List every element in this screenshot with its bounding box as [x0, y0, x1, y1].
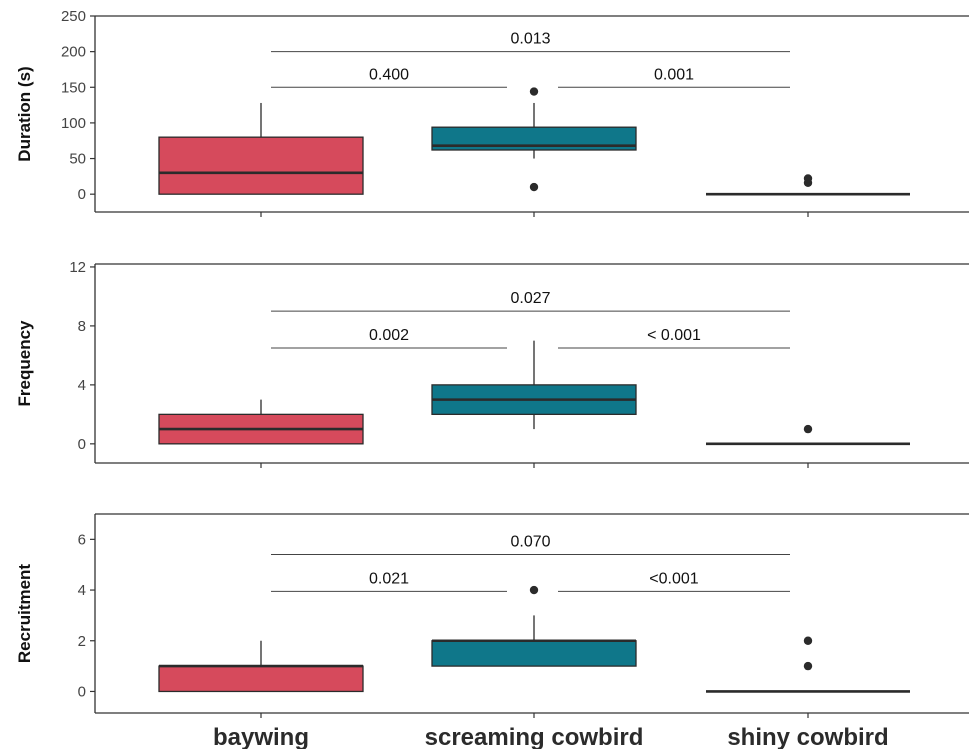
y-tick-label: 2	[78, 633, 86, 650]
y-tick-label: 0	[78, 186, 86, 203]
panel-duration: 0 50 100 150 200 250 Duration (s) 0.013 0.400 0.0…	[15, 8, 969, 217]
panel-frequency: 0 4 8 12 Frequency 0.027 0.002 < 0.001	[15, 259, 969, 468]
y-axis-label: Duration (s)	[15, 66, 34, 161]
box-iqr	[431, 640, 637, 667]
y-tick-label: 250	[61, 8, 86, 25]
outlier-point	[803, 636, 813, 645]
y-tick-label: 4	[78, 582, 86, 599]
y-tick-label: 8	[78, 318, 86, 335]
y-tick-label: 150	[61, 79, 86, 96]
box-shiny-cowbird	[706, 636, 910, 693]
comparison-p-value: <0.001	[649, 570, 698, 587]
box-iqr	[158, 665, 364, 693]
outlier-point	[803, 661, 813, 671]
comparison-p-value: 0.400	[369, 66, 409, 83]
panel-recruitment: 0 2 4 6 Recruitment 0.070 0.021 <0.001	[15, 513, 969, 718]
outlier-point	[529, 182, 539, 192]
outlier-point	[803, 174, 813, 183]
box-iqr	[158, 136, 364, 195]
outlier-point	[529, 585, 539, 595]
outlier-point	[803, 424, 813, 434]
y-tick-label: 0	[78, 683, 86, 700]
outlier-point	[529, 87, 539, 96]
comparison-p-value: 0.013	[510, 31, 550, 48]
box-screaming-cowbird	[431, 340, 637, 430]
y-tick-label: 0	[78, 436, 86, 453]
comparison-p-value: 0.021	[369, 570, 409, 587]
y-tick-label: 4	[78, 377, 86, 394]
box-baywing	[158, 102, 364, 195]
box-baywing	[158, 399, 364, 445]
box-screaming-cowbird	[431, 87, 637, 192]
comparison-p-value: < 0.001	[647, 327, 701, 344]
y-tick-label: 6	[78, 531, 86, 548]
y-tick-label: 200	[61, 44, 86, 61]
comparison-p-value: 0.070	[510, 534, 550, 551]
box-baywing	[158, 640, 364, 693]
box-screaming-cowbird	[431, 585, 637, 667]
x-axis-categories: baywing screaming cowbird shiny cowbird	[213, 724, 889, 749]
y-tick-label: 50	[69, 151, 86, 168]
y-tick-label: 100	[61, 115, 86, 132]
comparison-p-value: 0.002	[369, 327, 409, 344]
box-shiny-cowbird	[706, 174, 910, 196]
x-category-label: screaming cowbird	[425, 724, 644, 749]
x-category-label: baywing	[213, 724, 309, 749]
y-axis-label: Recruitment	[15, 564, 34, 664]
comparison-p-value: 0.001	[654, 66, 694, 83]
box-shiny-cowbird	[706, 424, 910, 446]
y-tick-label: 12	[69, 259, 86, 276]
box-iqr	[431, 126, 637, 151]
comparison-p-value: 0.027	[510, 290, 550, 307]
y-axis-label: Frequency	[15, 320, 34, 407]
x-category-label: shiny cowbird	[727, 724, 888, 749]
